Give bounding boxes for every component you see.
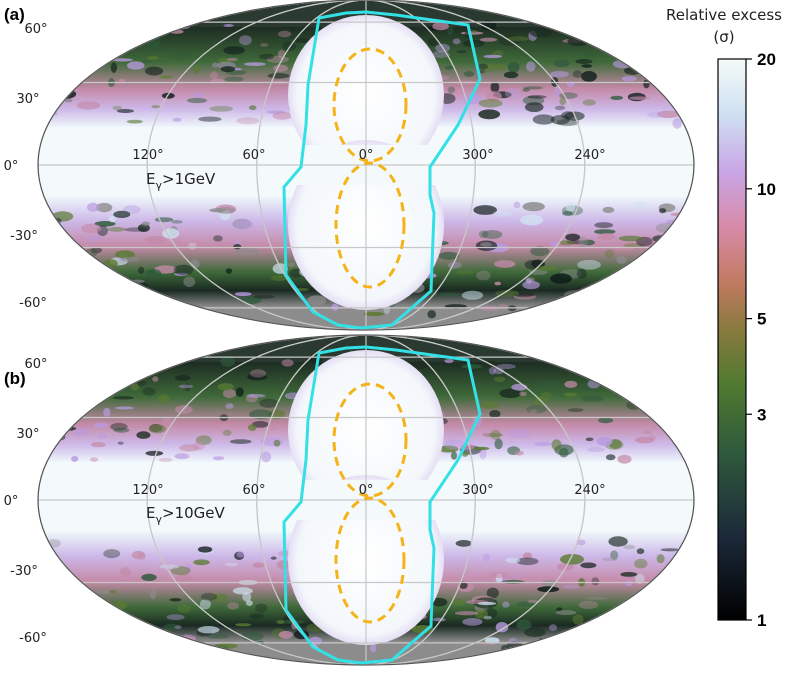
- south-bubble-outline: [334, 496, 406, 624]
- colorbar-tick-label: 10: [757, 180, 776, 199]
- longitude-label: 120°: [132, 148, 163, 163]
- south-bubble-outline: [334, 161, 406, 289]
- colorbar-tick-label: 20: [757, 50, 776, 69]
- longitude-label: 240°: [574, 148, 605, 163]
- colorbar-tick-label: 5: [757, 310, 766, 329]
- longitude-label: 0°: [359, 148, 374, 163]
- latitude-label: -30°: [10, 564, 38, 579]
- latitude-label: -30°: [10, 229, 38, 244]
- panel-tag: (a): [4, 5, 25, 24]
- colorbar-title-line2: (σ): [713, 28, 734, 46]
- latitude-label: -60°: [19, 631, 47, 646]
- colorbar-tick-label: 1: [757, 611, 766, 630]
- latitude-label: 60°: [24, 22, 47, 37]
- latitude-label: 0°: [4, 494, 19, 509]
- colorbar-ticks: 20 10 5 3 1: [746, 50, 776, 630]
- latitude-label: 60°: [24, 357, 47, 372]
- latitude-label: 0°: [4, 159, 19, 174]
- colorbar-tick-label: 3: [757, 405, 766, 424]
- latitude-label: -60°: [19, 296, 47, 311]
- panel-tag: (b): [4, 369, 26, 388]
- colorbar-title-line1: Relative excess: [666, 6, 782, 24]
- latitude-label: 30°: [16, 92, 39, 107]
- graticule: [38, 0, 694, 330]
- map-border: [37, 0, 695, 331]
- longitude-label: 60°: [242, 483, 265, 498]
- longitude-label: 240°: [574, 483, 605, 498]
- graticule: [38, 335, 694, 665]
- analysis-region-outline: [282, 345, 482, 665]
- meridian-line: [256, 335, 476, 665]
- meridian-line: [146, 335, 586, 665]
- energy-threshold-label: Eγ>1GeV: [146, 170, 216, 192]
- north-bubble-outline: [332, 47, 408, 163]
- longitude-label: 0°: [359, 483, 374, 498]
- meridian-line: [256, 0, 476, 330]
- colorbar-scale: [717, 58, 747, 621]
- north-bubble-outline: [332, 382, 408, 498]
- latitude-label: 30°: [16, 427, 39, 442]
- analysis-region-outline: [282, 10, 482, 330]
- energy-threshold-label: Eγ>10GeV: [146, 504, 226, 526]
- sky-map-panel: 60° 30° 0° -30° -60° 120° 60° 0° 300° 240° (a) Eγ>1…: [4, 0, 695, 331]
- sky-map-panel: 60° 30° 0° -30° -60° 120° 60° 0° 300° 240° (b) Eγ>1…: [4, 334, 695, 666]
- longitude-label: 120°: [132, 483, 163, 498]
- meridian-line: [146, 0, 586, 330]
- longitude-label: 60°: [242, 148, 265, 163]
- longitude-label: 300°: [462, 483, 493, 498]
- map-border: [37, 334, 695, 666]
- longitude-label: 300°: [462, 148, 493, 163]
- colorbar: Relative excess (σ) 20 10 5 3 1: [666, 6, 782, 630]
